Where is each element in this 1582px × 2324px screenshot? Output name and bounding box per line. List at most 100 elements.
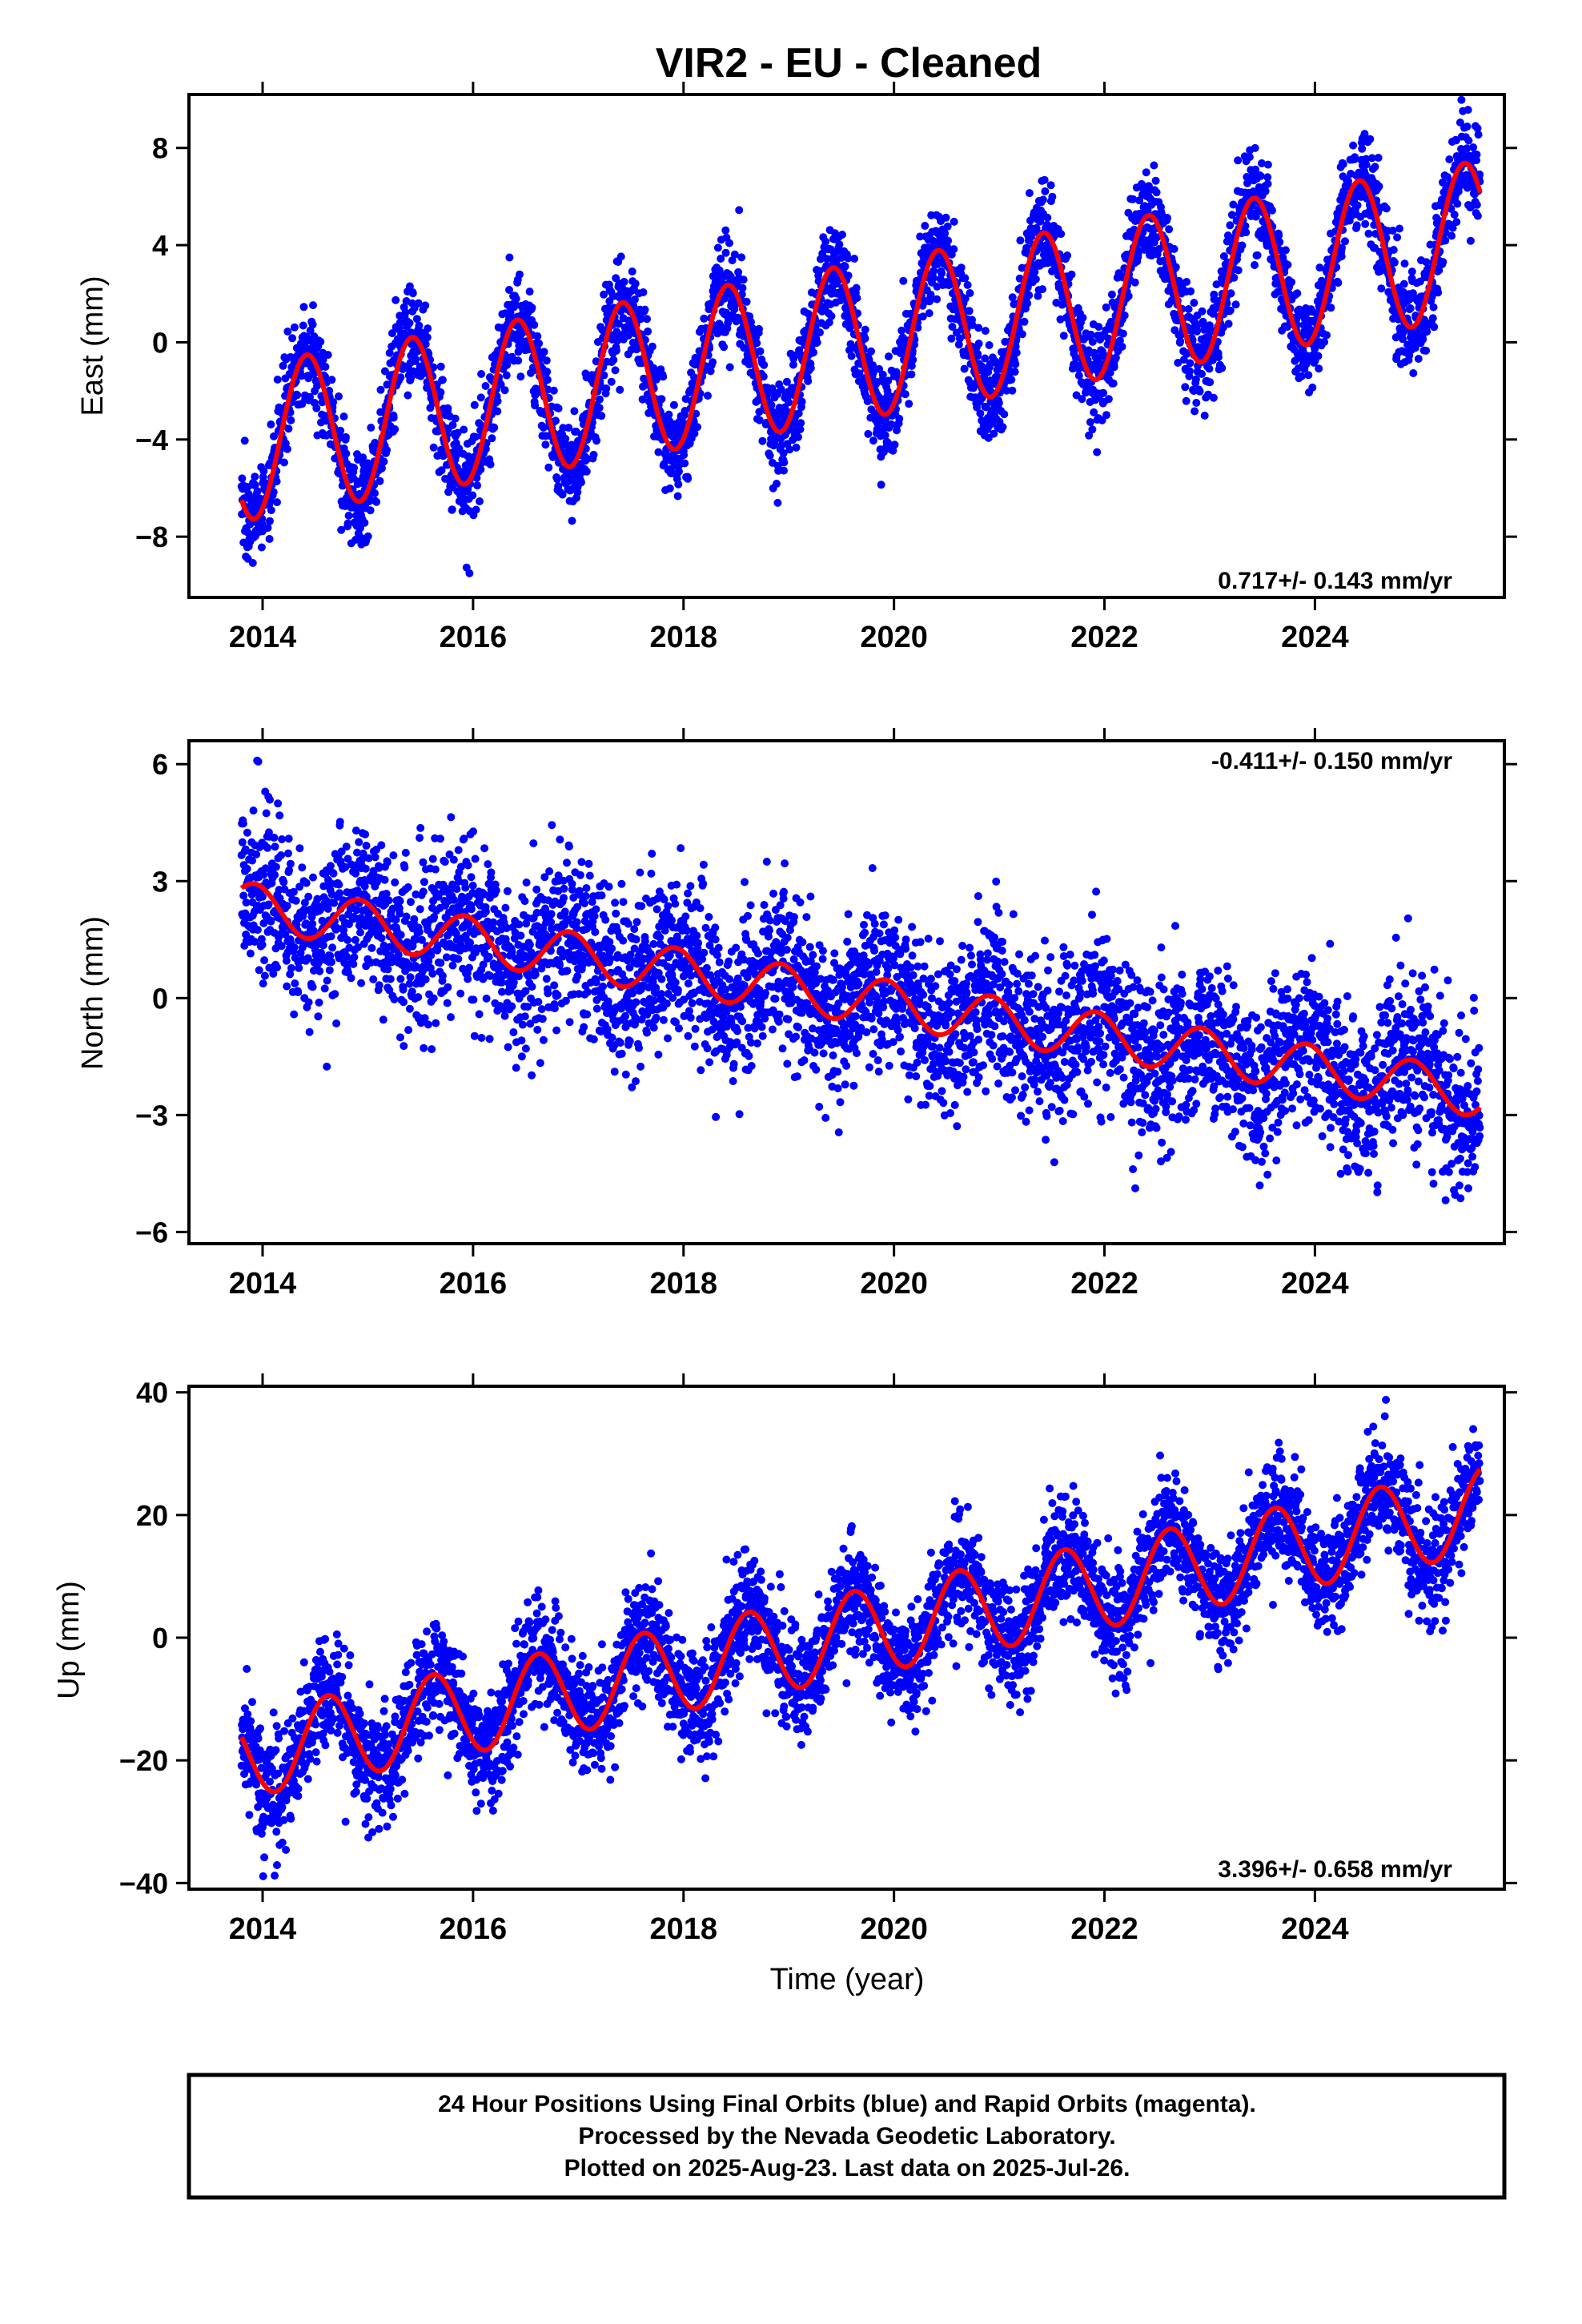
panel-north-point — [270, 834, 279, 842]
panel-east-point — [890, 440, 899, 449]
panel-east-point — [816, 328, 824, 337]
panel-east-x-tick-label: 2018 — [649, 621, 717, 654]
panel-east-point — [1474, 131, 1483, 139]
panel-east-point — [844, 271, 853, 280]
panel-east-point — [433, 452, 442, 460]
panel-east-point — [554, 404, 563, 412]
panel-east-point — [1297, 372, 1306, 380]
panel-north-point — [253, 926, 262, 935]
panel-east-point — [481, 444, 490, 453]
panel-north-point — [396, 909, 404, 918]
panel-east-point — [542, 356, 551, 365]
panel-east-point — [907, 361, 916, 370]
panel-east-point — [1154, 244, 1163, 253]
panel-east-point — [961, 274, 970, 283]
panel-north-point — [362, 842, 371, 850]
panel-east-point — [918, 312, 927, 321]
panel-east-point — [841, 262, 849, 271]
panel-north-point — [408, 987, 416, 996]
panel-east-point — [794, 409, 803, 418]
panel-east-point — [794, 432, 802, 441]
panel-north-point — [281, 930, 290, 939]
chart-title: VIR2 - EU - Cleaned — [656, 40, 1042, 86]
panel-east-point — [401, 308, 410, 317]
panel-east-point — [1406, 304, 1415, 312]
panel-east-point — [974, 349, 982, 358]
panel-east-point — [706, 367, 715, 376]
panel-east-point — [1242, 228, 1251, 237]
panel-north-point — [274, 799, 283, 808]
panel-east-point — [1441, 228, 1450, 237]
panel-north-point — [294, 988, 303, 996]
panel-east-point — [378, 464, 386, 472]
panel-east-point — [310, 370, 318, 379]
panel-north-point — [275, 811, 284, 820]
panel-east-point — [779, 449, 788, 457]
panel-north-point — [351, 869, 360, 878]
panel-east-point — [1393, 233, 1402, 242]
panel-east-point — [267, 506, 275, 515]
panel-north-point — [385, 986, 394, 995]
panel-east-point — [1007, 376, 1016, 384]
panel-east-point — [1090, 408, 1098, 416]
panel-north-point — [375, 981, 383, 990]
panel-east-point — [827, 312, 836, 320]
panel-east-point — [1186, 287, 1195, 296]
panel-north-point — [404, 883, 412, 891]
panel-east-point — [1427, 292, 1436, 301]
panel-east-point — [561, 434, 570, 443]
panel-east-point — [1109, 379, 1118, 388]
panel-east-point — [436, 362, 445, 371]
panel-north-point — [277, 942, 286, 951]
panel-east-point — [1165, 225, 1174, 234]
panel-east-point — [773, 480, 781, 488]
panel-east-point — [974, 340, 983, 348]
panel-north-point — [414, 993, 423, 1002]
panel-east-point — [592, 436, 601, 445]
panel-east-point — [961, 294, 970, 303]
panel-east-point — [673, 492, 682, 501]
panel-north-point — [284, 834, 293, 843]
panel-east-frame — [187, 93, 1506, 599]
panel-north-point — [304, 892, 313, 901]
panel-east-point — [628, 267, 636, 275]
panel-north-point — [330, 899, 339, 907]
panel-north-point — [242, 931, 251, 939]
panel-east-point — [643, 315, 651, 324]
panel-east-point — [312, 404, 321, 412]
panel-north-point — [259, 892, 267, 901]
panel-east-point — [257, 543, 266, 552]
panel-east-point — [1210, 295, 1219, 304]
panel-east-point — [297, 372, 306, 380]
panel-north-point — [341, 862, 350, 871]
panel-north-point — [416, 823, 425, 832]
panel-east-point — [503, 360, 512, 369]
panel-east-point — [336, 426, 345, 435]
panel-north-point — [320, 984, 329, 993]
panel-east-point — [756, 347, 765, 356]
panel-east-point — [892, 368, 901, 376]
panel-north-point — [323, 976, 331, 985]
panel-north-point — [357, 979, 366, 987]
panel-east-point — [596, 395, 604, 404]
panel-north-point — [416, 905, 424, 914]
panel-east-y-tick-label: 4 — [152, 229, 168, 262]
panel-east-point — [895, 414, 904, 423]
panel-east-point — [486, 460, 495, 468]
panel-north-points — [237, 756, 1484, 1204]
panel-east-point — [407, 374, 415, 383]
panel-east-point — [721, 226, 730, 235]
panel-east-point — [796, 425, 805, 434]
panel-north-point — [420, 1043, 428, 1052]
panel-north-point — [273, 963, 281, 971]
panel-east-x-tick-label: 2014 — [229, 621, 297, 654]
panel-east-point — [471, 432, 480, 441]
panel-east-point — [1314, 352, 1323, 360]
panel-east-point — [421, 340, 430, 348]
panel-east-point — [270, 432, 278, 440]
panel-east-point — [284, 424, 293, 433]
panel-east-point — [737, 253, 746, 262]
panel-east-point — [1046, 181, 1055, 190]
panel-east-point — [329, 398, 338, 407]
